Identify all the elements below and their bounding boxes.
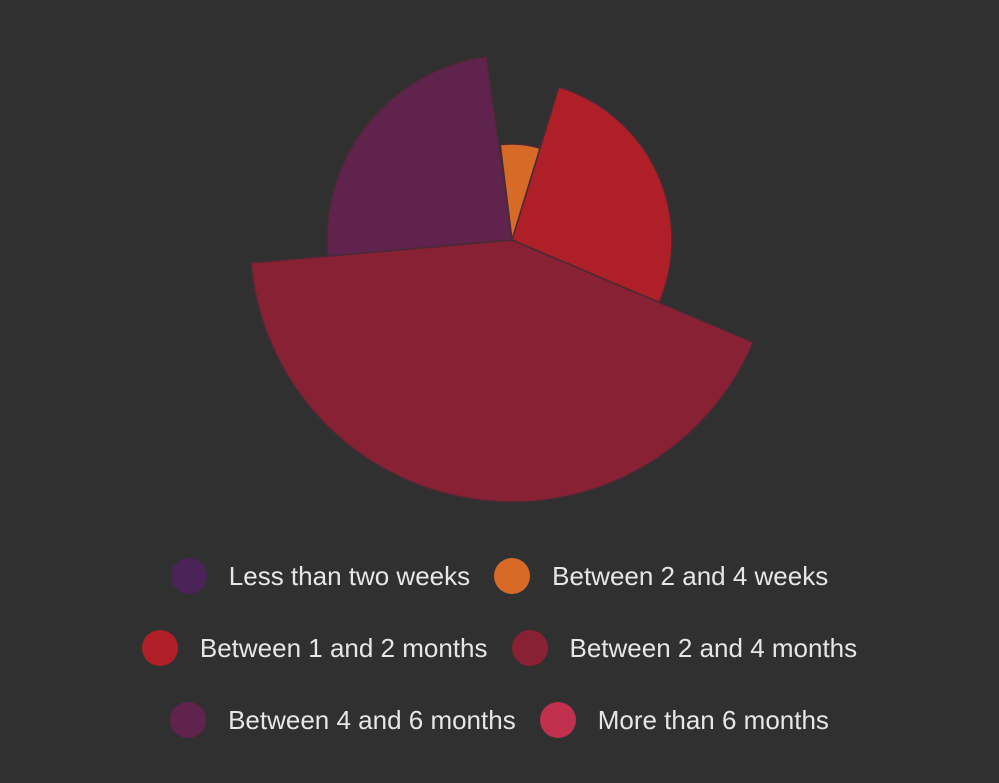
legend-swatch-icon (170, 702, 207, 738)
slice-between-1-and-2-months[interactable] (511, 86, 673, 304)
slice-between-4-and-6-months[interactable] (326, 55, 513, 257)
legend-row: Between 4 and 6 months More than 6 months (0, 702, 999, 738)
legend-item-between-1-and-2-months[interactable]: Between 1 and 2 months (141, 630, 488, 666)
legend-label: Between 2 and 4 months (569, 632, 858, 663)
legend-item-between-2-and-4-months[interactable]: Between 2 and 4 months (511, 630, 858, 666)
legend-row: Less than two weeks Between 2 and 4 weeks (0, 558, 999, 594)
legend-label: Less than two weeks (228, 560, 471, 591)
pie-chart (250, 55, 755, 503)
legend-swatch-icon (170, 558, 207, 594)
legend-item-between-2-and-4-weeks[interactable]: Between 2 and 4 weeks (494, 558, 828, 594)
legend-label: Between 2 and 4 weeks (552, 560, 829, 591)
legend-label: Between 1 and 2 months (199, 632, 488, 663)
legend-item-less-than-two-weeks[interactable]: Less than two weeks (170, 558, 471, 594)
legend-label: More than 6 months (597, 704, 829, 735)
slice-between-2-and-4-months[interactable] (250, 239, 755, 503)
legend-item-more-than-6-months[interactable]: More than 6 months (539, 702, 829, 738)
legend-label: Between 4 and 6 months (228, 704, 516, 735)
legend-swatch-icon (141, 630, 178, 666)
legend-swatch-icon (511, 630, 548, 666)
legend-item-between-4-and-6-months[interactable]: Between 4 and 6 months (170, 702, 516, 738)
legend-swatch-icon (494, 558, 531, 594)
legend-row: Between 1 and 2 months Between 2 and 4 mo… (0, 630, 999, 666)
legend-swatch-icon (539, 702, 576, 738)
